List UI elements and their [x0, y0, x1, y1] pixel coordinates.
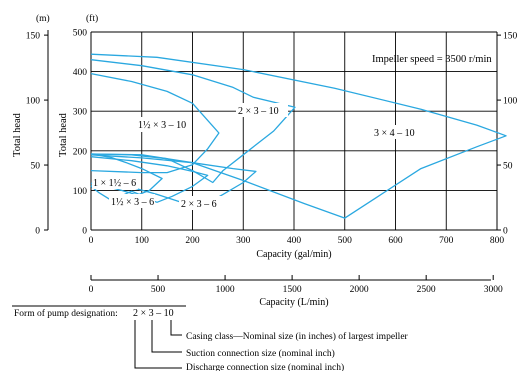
- y-tick-label-ft: 0: [82, 227, 87, 237]
- x-tick-label: 100: [135, 236, 150, 246]
- y-tick-label-ft: 200: [73, 147, 88, 157]
- x-tick-label-lpm: 1500: [283, 285, 302, 295]
- x-axis-title-lpm: Capacity (L/min): [259, 297, 328, 308]
- x-tick-label: 600: [388, 236, 403, 246]
- svg-text:1 × 1½ – 6: 1 × 1½ – 6: [93, 178, 136, 189]
- pump-curve-2: [90, 72, 220, 174]
- x-tick-label: 500: [338, 236, 353, 246]
- designation-leader-discharge: [134, 320, 182, 369]
- ft-unit-label: (ft): [86, 13, 98, 24]
- y-axis-title: Total head: [58, 112, 69, 157]
- y-tick-label-ft: 100: [73, 187, 88, 197]
- svg-text:1½ × 3 – 6: 1½ × 3 – 6: [111, 197, 154, 208]
- axes: [47, 30, 498, 281]
- y-tick-label-m: 100: [26, 97, 41, 107]
- x-tick-label: 400: [287, 236, 302, 246]
- x-tick-label-lpm: 1000: [216, 285, 235, 295]
- curve-label-3x4-10: 3 × 4 – 10: [372, 125, 424, 139]
- pump-curve-0: [90, 53, 507, 219]
- curve-label-1.5x3-10: 1½ × 3 – 10: [136, 117, 190, 132]
- y-tick-label-m-right: 150: [503, 32, 518, 42]
- tick-labels: 0 100 200 300 400 500 600 700 800010020030040050…: [26, 29, 518, 296]
- x-tick-label-lpm: 0: [89, 285, 94, 295]
- x-axis-title: Capacity (gal/min): [256, 249, 331, 260]
- curve-label-2x3-6: 2 × 3 – 6: [179, 196, 223, 210]
- pump-curve-4: [90, 156, 209, 203]
- y-tick-label-m-right: 50: [503, 162, 513, 172]
- designation-leader-casing: [170, 320, 182, 336]
- x-tick-label: 700: [439, 236, 454, 246]
- x-tick-label: 0: [89, 236, 94, 246]
- y-tick-label-m: 150: [26, 32, 41, 42]
- x-tick-label: 300: [236, 236, 251, 246]
- designation-example: 2 × 3 – 10: [133, 308, 174, 319]
- y-tick-label-m-right: 0: [503, 227, 508, 237]
- svg-text:2 × 3 – 10: 2 × 3 – 10: [238, 106, 279, 117]
- m-unit-label: (m): [36, 13, 50, 24]
- x-tick-label-lpm: 2500: [417, 285, 436, 295]
- y-tick-label-m: 0: [35, 227, 40, 237]
- y-axis-title-secondary: Total head: [12, 112, 23, 157]
- curve-label-2x3-10: 2 × 3 – 10: [236, 103, 288, 117]
- y-tick-label-ft: 400: [73, 68, 88, 78]
- x-tick-label-lpm: 3000: [484, 285, 503, 295]
- svg-text:3 × 4 – 10: 3 × 4 – 10: [374, 128, 415, 139]
- pump-curve-5: [90, 153, 163, 201]
- speed-annotation: Impeller speed = 3500 r/min: [372, 54, 492, 65]
- y-tick-label-ft: 500: [73, 29, 88, 39]
- x-tick-label: 200: [185, 236, 200, 246]
- designation-casing-text: Casing class—Nominal size (in inches) of…: [186, 331, 409, 342]
- y-tick-label-m-right: 100: [503, 97, 518, 107]
- y-tick-label-ft: 300: [73, 108, 88, 118]
- designation-label: Form of pump designation:: [14, 308, 118, 319]
- x-tick-label-lpm: 500: [151, 285, 166, 295]
- x-tick-label-lpm: 2000: [350, 285, 369, 295]
- pump-curves: [90, 53, 507, 219]
- x-tick-label: 800: [490, 236, 505, 246]
- y-tick-label-m: 50: [31, 162, 41, 172]
- designation-legend: Form of pump designation: 2 × 3 – 10 Cas…: [12, 305, 409, 371]
- svg-text:1½ × 3 – 10: 1½ × 3 – 10: [138, 120, 186, 131]
- curve-label-1x1.5-6: 1 × 1½ – 6: [92, 175, 138, 189]
- designation-leader-suction: [151, 320, 182, 353]
- designation-discharge-text: Discharge connection size (nominal inch): [186, 362, 344, 371]
- svg-text:2 × 3 – 6: 2 × 3 – 6: [181, 199, 217, 210]
- pump-curve-3: [90, 154, 257, 205]
- curve-label-1.5x3-6: 1½ × 3 – 6: [109, 194, 155, 208]
- designation-suction-text: Suction connection size (nominal inch): [186, 348, 335, 359]
